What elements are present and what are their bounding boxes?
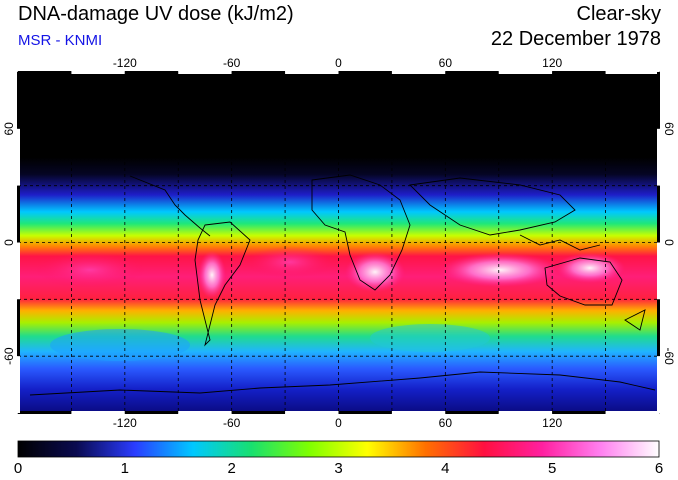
latitude-labels-right: 60 0 -60 (662, 122, 676, 365)
latitude-label-right: -60 (662, 347, 676, 365)
frame-tick-right (657, 128, 660, 186)
frame-tick-top (124, 71, 179, 74)
frame-tick-top (71, 71, 125, 74)
frame-tick-left (17, 242, 20, 300)
longitude-label: 120 (542, 56, 562, 70)
longitude-label: -60 (223, 56, 241, 70)
frame-tick-bottom (605, 411, 659, 414)
frame-tick-top (338, 71, 392, 74)
coast-new-zealand (624, 309, 646, 331)
latitude-label-right: 0 (662, 239, 676, 246)
coast-australia (544, 257, 623, 306)
frame-tick-right (657, 242, 660, 300)
frame-tick-bottom (178, 411, 232, 414)
frame-tick-bottom (391, 411, 446, 414)
coast-indonesia (519, 234, 601, 251)
sky-condition-label: Clear-sky (576, 3, 661, 25)
hot-patch-pacific (35, 252, 145, 288)
cool-lobe-south-indian (370, 324, 490, 352)
colorbar (17, 440, 660, 458)
frame-tick-left (17, 72, 20, 129)
frame-tick-right (657, 356, 660, 413)
longitude-label: 60 (439, 56, 453, 70)
hot-patch-south-america (245, 246, 335, 278)
frame-tick-left (17, 185, 20, 243)
date-label: 22 December 1978 (490, 28, 661, 50)
frame-tick-left (17, 128, 20, 186)
frame-tick-top (178, 71, 232, 74)
latitude-label-right: 60 (662, 122, 676, 136)
longitude-label: -120 (113, 56, 137, 70)
frame-tick-top (498, 71, 553, 74)
frame-tick-left (17, 356, 20, 413)
frame-tick-bottom (338, 411, 392, 414)
longitude-label: 0 (335, 416, 342, 430)
colorbar-tick-label: 5 (547, 460, 557, 477)
frame-tick-right (657, 72, 660, 129)
hot-patch-indian-ocean (440, 253, 560, 287)
coast-north-america (129, 175, 211, 237)
longitude-label: -120 (113, 416, 137, 430)
frame-tick-bottom (552, 411, 606, 414)
frame-tick-bottom (71, 411, 125, 414)
coastlines (29, 174, 656, 396)
frame-ticks (17, 71, 660, 414)
longitude-label: -60 (223, 416, 241, 430)
frame-tick-right (657, 185, 660, 243)
longitude-label: 120 (542, 416, 562, 430)
latitude-labels-left: 60 0 -60 (2, 122, 16, 365)
hot-patch-andes (198, 251, 226, 299)
colorbar-tick-label: 2 (227, 460, 236, 477)
frame-tick-bottom (231, 411, 286, 414)
frame-tick-top (285, 71, 339, 74)
frame-tick-top (391, 71, 446, 74)
coast-antarctica (29, 371, 656, 396)
frame-tick-bottom (124, 411, 179, 414)
longitude-label: 0 (335, 56, 342, 70)
frame-tick-bottom (18, 411, 72, 414)
latitude-label: 0 (2, 239, 16, 246)
frame-tick-bottom (445, 411, 499, 414)
latitude-label: -60 (2, 347, 16, 365)
latitude-label: 60 (2, 122, 16, 136)
longitude-labels-top: -120 -60 0 60 120 (113, 56, 563, 70)
colorbar-tick-label: 0 (13, 460, 23, 477)
longitude-labels-bottom: -120 -60 0 60 120 (113, 416, 563, 430)
frame-tick-left (17, 299, 20, 357)
frame-tick-right (657, 299, 660, 357)
coast-south-america (194, 221, 251, 347)
longitude-label: 60 (439, 416, 453, 430)
colorbar-tick-label: 4 (441, 460, 450, 477)
map-title: DNA-damage UV dose (kJ/m2) (18, 3, 294, 25)
frame-tick-top (231, 71, 286, 74)
frame-tick-top (18, 71, 72, 74)
frame-tick-top (445, 71, 499, 74)
hot-patch-south-africa (345, 252, 405, 292)
frame-tick-bottom (285, 411, 339, 414)
colorbar-tick-label: 6 (654, 460, 664, 477)
source-label: MSR - KNMI (18, 32, 103, 49)
frame-tick-bottom (498, 411, 553, 414)
coast-africa (311, 174, 411, 291)
cool-lobe-south-pacific (50, 329, 190, 361)
colorbar-tick-label: 3 (334, 460, 343, 477)
graticule (18, 72, 659, 413)
colorbar-tick-label: 1 (120, 460, 129, 477)
frame-tick-top (552, 71, 606, 74)
coast-asia (409, 177, 576, 236)
frame-tick-top (605, 71, 659, 74)
